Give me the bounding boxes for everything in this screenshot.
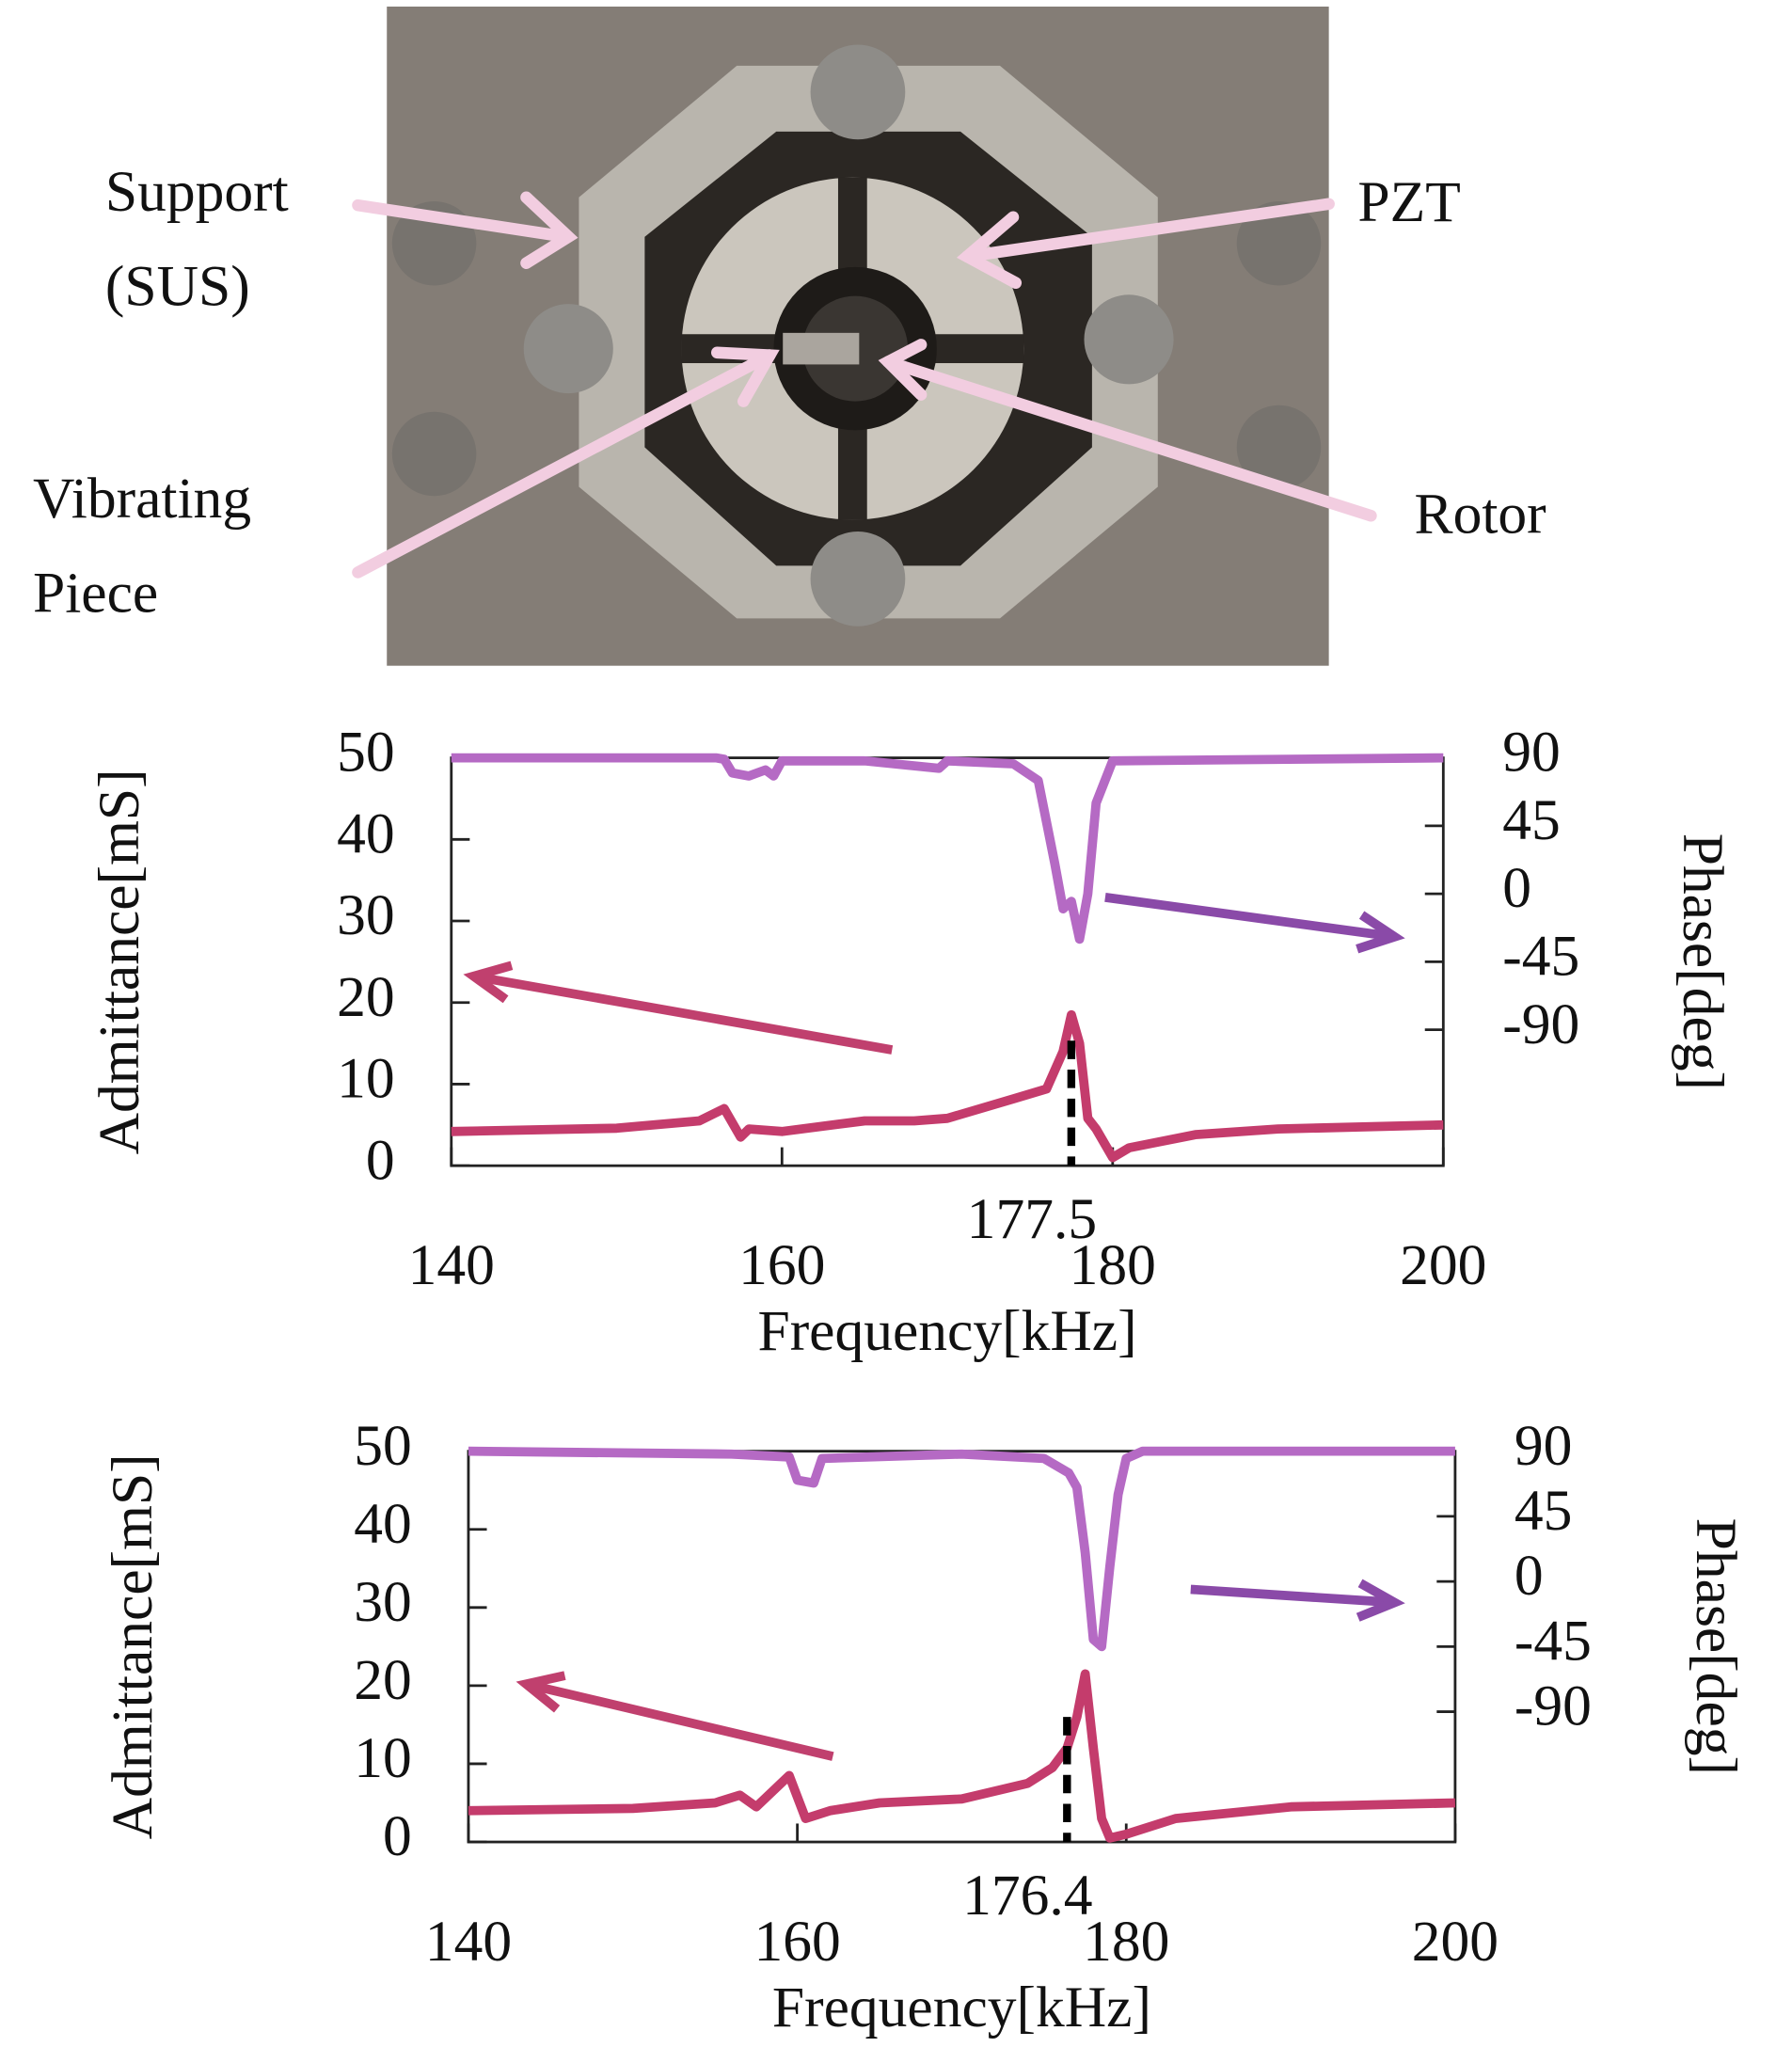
- data-line: [468, 1446, 1455, 1652]
- plot-frame: [450, 756, 1445, 1167]
- photo-label: (SUS): [105, 255, 250, 319]
- annotation-arrow-head: [463, 960, 514, 1004]
- y2-tick-label: 0: [1502, 856, 1531, 920]
- annotation-arrow-head: [515, 1671, 566, 1713]
- y2-axis-label: Phase[deg]: [1684, 1518, 1748, 1775]
- y-axis-label: Admittance[mS]: [87, 769, 151, 1154]
- y2-tick-label: 0: [1514, 1544, 1544, 1608]
- y-tick-label: 20: [337, 965, 395, 1029]
- photo-label: Vibrating: [33, 467, 251, 531]
- y2-tick-label: 90: [1514, 1414, 1573, 1478]
- y-tick-label: 20: [354, 1648, 412, 1712]
- y2-tick-label: 90: [1502, 721, 1561, 785]
- y-tick-label: 0: [366, 1128, 395, 1192]
- annotation-arrow-head: [1356, 1579, 1405, 1622]
- y-tick-label: 50: [337, 721, 395, 785]
- y-tick-label: 0: [383, 1804, 412, 1868]
- y-tick-label: 30: [337, 883, 395, 947]
- annotation-arrow: [472, 971, 894, 1055]
- annotation-arrow: [1190, 1584, 1395, 1608]
- y-tick-label: 10: [337, 1047, 395, 1111]
- resonance-label: 176.4: [962, 1864, 1092, 1928]
- y-tick-label: 50: [354, 1414, 412, 1478]
- data-line: [451, 1009, 1444, 1163]
- x-axis-label: Frequency[kHz]: [772, 1976, 1151, 2039]
- y-tick-label: 10: [354, 1726, 412, 1790]
- y2-tick-label: 45: [1502, 788, 1561, 852]
- y2-tick-label: -90: [1502, 992, 1579, 1056]
- photo-label: Piece: [33, 561, 158, 625]
- annotation-arrow: [1104, 892, 1396, 942]
- y2-tick-label: -45: [1514, 1609, 1592, 1673]
- y-tick-label: 30: [354, 1570, 412, 1634]
- photo-label: Rotor: [1415, 483, 1546, 547]
- x-tick-label: 140: [425, 1910, 512, 1974]
- y-tick-label: 40: [354, 1492, 412, 1556]
- data-line: [451, 753, 1444, 944]
- y-tick-label: 40: [337, 801, 395, 865]
- photo-label: Support: [105, 160, 289, 224]
- x-tick-label: 160: [753, 1910, 840, 1974]
- resonance-label: 177.5: [967, 1187, 1097, 1251]
- y2-axis-label: Phase[deg]: [1671, 833, 1735, 1090]
- x-tick-label: 200: [1400, 1233, 1486, 1297]
- y2-tick-label: -45: [1502, 924, 1579, 988]
- data-line: [468, 1669, 1456, 1843]
- x-axis-label: Frequency[kHz]: [757, 1299, 1136, 1363]
- x-tick-label: 140: [408, 1233, 495, 1297]
- x-tick-label: 180: [1070, 1233, 1156, 1297]
- plot-frame: [467, 1450, 1457, 1844]
- photo-label: PZT: [1357, 170, 1460, 234]
- device-photo: Support (SUS) PZT Vibrating Piece Rotor: [33, 6, 1546, 666]
- y-axis-label: Admittance[mS]: [101, 1453, 165, 1839]
- x-tick-label: 200: [1412, 1910, 1499, 1974]
- y2-tick-label: -90: [1514, 1674, 1592, 1738]
- x-tick-label: 180: [1083, 1910, 1169, 1974]
- y2-tick-label: 45: [1514, 1479, 1573, 1543]
- x-tick-label: 160: [738, 1233, 825, 1297]
- annotation-arrow: [525, 1679, 834, 1761]
- annotation-arrow-head: [1356, 911, 1405, 954]
